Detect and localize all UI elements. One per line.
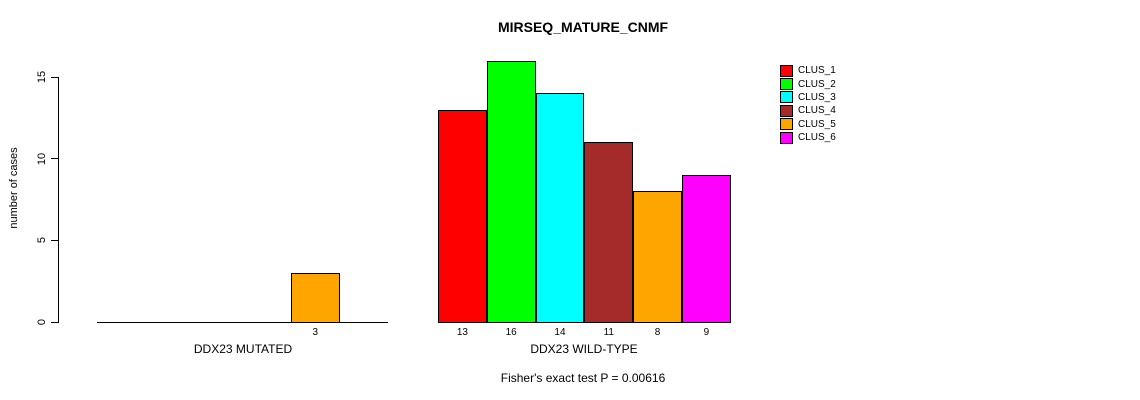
bar-clus_4 — [584, 142, 634, 323]
bar-value-label: 3 — [312, 327, 319, 338]
legend-entry-clus-3: CLUS_3 — [780, 91, 836, 104]
legend-entry-clus-2: CLUS_2 — [780, 77, 836, 91]
legend-entry-clus-5: CLUS_5 — [780, 118, 836, 131]
y-axis-line — [58, 77, 59, 323]
legend-swatch-clus-6 — [780, 131, 793, 144]
legend-label-clus-2: CLUS_2 — [798, 78, 836, 90]
chart-title: MIRSEQ_MATURE_CNMF — [497, 19, 669, 35]
bar-clus_6 — [682, 175, 731, 323]
bar-value-label: 16 — [505, 327, 517, 338]
legend-swatch-clus-5 — [780, 118, 793, 131]
legend-swatch-clus-1 — [780, 64, 793, 77]
legend-swatch-clus-3 — [780, 91, 793, 104]
legend-swatch-clus-4 — [780, 104, 793, 117]
legend-swatch-clus-2 — [780, 78, 793, 91]
bar-value-label: 13 — [456, 327, 468, 338]
legend-label-clus-3: CLUS_3 — [798, 91, 836, 103]
bar-clus_3 — [535, 93, 585, 323]
group-label-ddx23-mutated: DDX23 MUTATED — [193, 342, 293, 356]
bar-value-label: 11 — [603, 327, 614, 338]
bar-value-label: 9 — [703, 327, 710, 338]
group-label-ddx23-wild-type: DDX23 WILD-TYPE — [530, 342, 638, 356]
bar-clus_1 — [438, 109, 487, 323]
legend-label-clus-5: CLUS_5 — [798, 118, 836, 130]
legend-entry-clus-6: CLUS_6 — [780, 131, 836, 144]
y-tick — [51, 76, 58, 78]
legend-entry-clus-4: CLUS_4 — [780, 104, 836, 117]
y-tick — [51, 158, 58, 160]
y-tick — [51, 239, 58, 241]
legend-entry-clus-1: CLUS_1 — [780, 64, 836, 77]
y-tick-label: 15 — [36, 70, 48, 84]
legend-label-clus-1: CLUS_1 — [798, 65, 836, 77]
legend-label-clus-6: CLUS_6 — [798, 132, 836, 144]
y-tick-label: 0 — [36, 318, 48, 326]
bar-clus_5 — [291, 273, 340, 323]
y-axis-title: number of cases — [8, 147, 20, 229]
bar-clus_2 — [486, 60, 536, 323]
y-tick — [51, 321, 58, 323]
legend: CLUS_1 CLUS_2 CLUS_3 CLUS_4 CLUS_5 CLUS_… — [780, 64, 836, 144]
bar-value-label: 14 — [554, 327, 566, 338]
y-tick-label: 10 — [36, 152, 48, 165]
y-tick-label: 5 — [36, 237, 48, 244]
bar-value-label: 8 — [654, 327, 661, 338]
fisher-test-footnote: Fisher's exact test P = 0.00616 — [500, 371, 666, 385]
group-baseline — [97, 322, 388, 323]
legend-label-clus-4: CLUS_4 — [798, 105, 836, 117]
bar-clus_5 — [633, 191, 682, 323]
